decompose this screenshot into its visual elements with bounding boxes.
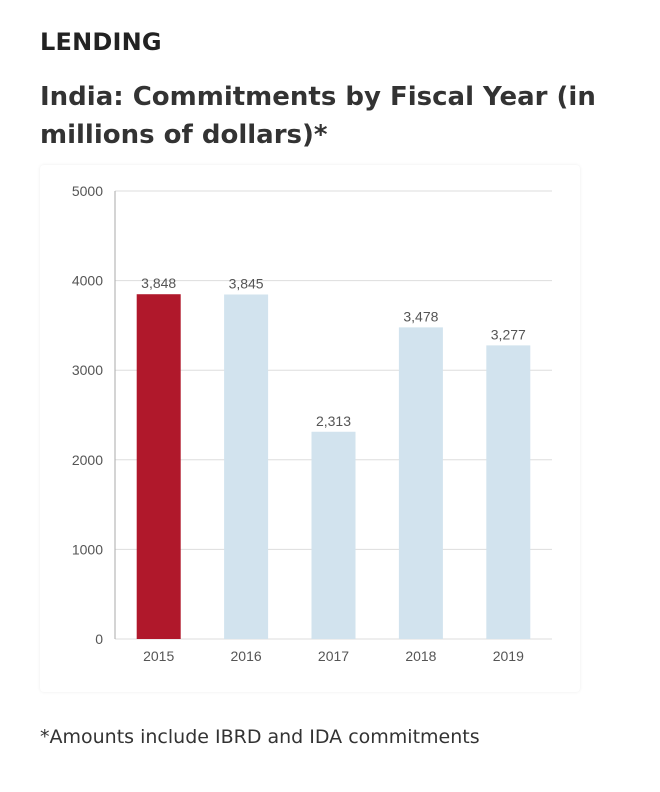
data-labels: 3,848 3,845 2,313 3,478 3,277 xyxy=(141,275,526,429)
bar-2019 xyxy=(486,345,531,639)
chart-card: 0 1000 2000 3000 4000 5000 3,848 3,845 2,313 3,4… xyxy=(40,165,580,692)
y-axis-ticks: 0 1000 2000 3000 4000 5000 xyxy=(72,183,103,647)
footnote: *Amounts include IBRD and IDA commitment… xyxy=(40,726,480,748)
data-label-2017: 2,313 xyxy=(316,413,351,429)
bars xyxy=(136,294,531,639)
chart-title: India: Commitments by Fiscal Year (in mi… xyxy=(40,82,596,150)
y-tick-label: 3000 xyxy=(72,362,103,378)
data-label-2018: 3,478 xyxy=(403,308,438,324)
data-label-2016: 3,845 xyxy=(229,275,264,291)
x-tick-label-2017: 2017 xyxy=(318,648,349,664)
y-tick-label: 1000 xyxy=(72,541,103,557)
x-tick-label-2018: 2018 xyxy=(405,648,436,664)
bar-2018 xyxy=(398,327,443,639)
x-tick-label-2016: 2016 xyxy=(231,648,262,664)
y-tick-label: 5000 xyxy=(72,183,103,199)
x-tick-label-2015: 2015 xyxy=(143,648,174,664)
section-label: LENDING xyxy=(40,28,162,56)
y-tick-label: 4000 xyxy=(72,273,103,289)
y-tick-label: 2000 xyxy=(72,452,103,468)
x-axis-ticks: 2015 2016 2017 2018 2019 xyxy=(143,648,524,664)
bar-chart: 0 1000 2000 3000 4000 5000 3,848 3,845 2,313 3,4… xyxy=(72,183,552,664)
y-tick-label: 0 xyxy=(95,631,103,647)
data-label-2015: 3,848 xyxy=(141,275,176,291)
bar-2016 xyxy=(224,294,269,639)
bar-2017 xyxy=(311,431,356,639)
x-tick-label-2019: 2019 xyxy=(493,648,524,664)
bar-2015 xyxy=(136,294,181,639)
data-label-2019: 3,277 xyxy=(491,326,526,342)
